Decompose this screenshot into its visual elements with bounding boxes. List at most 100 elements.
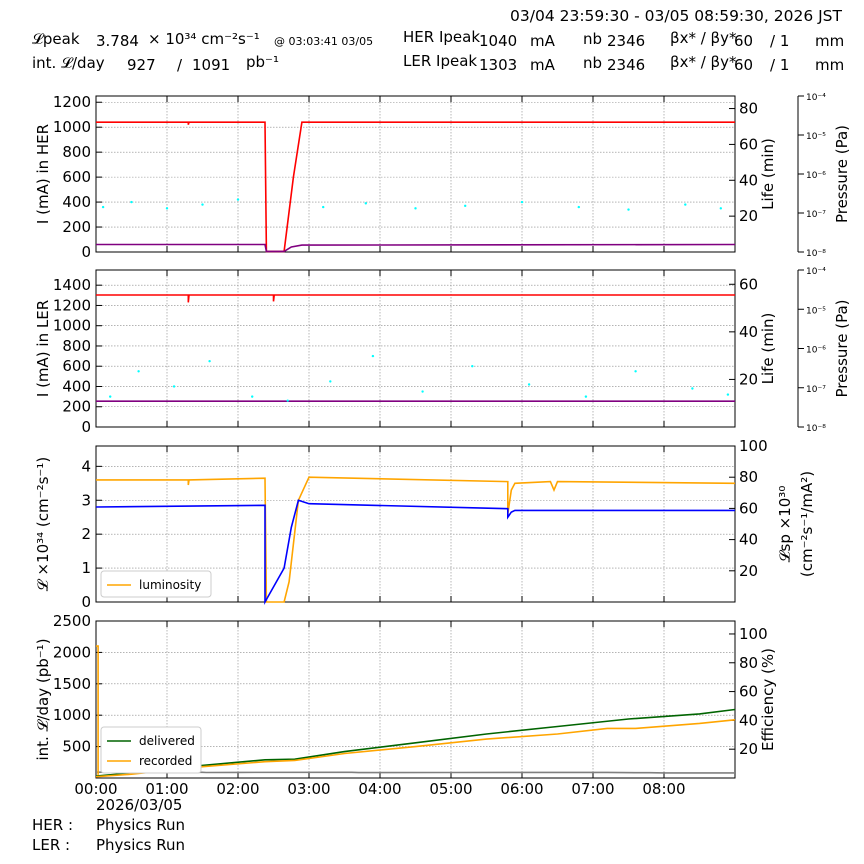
y-tick-label: 2000 <box>53 643 91 661</box>
y-tick-label: 400 <box>62 377 91 395</box>
ler-unit: mA <box>530 56 555 74</box>
y2-tick-label: 60 <box>739 499 758 517</box>
scatter-point <box>684 203 687 206</box>
y-tick-label: 1200 <box>53 296 91 314</box>
y3-tick-label: 10⁻⁶ <box>806 346 826 356</box>
x-tick-label: 08:00 <box>642 780 685 798</box>
panel-frame <box>95 269 736 428</box>
y3-axis-label: Pressure (Pa) <box>833 299 851 397</box>
y2-tick-label: 40 <box>739 711 758 729</box>
legend-label: recorded <box>139 754 192 768</box>
scatter-point <box>251 395 254 398</box>
scatter-point <box>109 395 112 398</box>
her-beta-x: 60 <box>734 32 754 50</box>
y-tick-label: 1400 <box>53 276 91 294</box>
footer-ler-label: LER : <box>32 836 71 854</box>
footer-date: 2026/03/05 <box>96 796 183 814</box>
y-tick-label: 4 <box>81 457 91 475</box>
intl-label: int. 𝓛/day <box>32 54 105 72</box>
her-unit: mA <box>530 32 555 50</box>
ler-beta-y: / 1 <box>770 56 790 74</box>
y2-axis-label: Life (min) <box>759 138 777 210</box>
y-tick-label: 0 <box>81 418 91 436</box>
footer-ler-status: Physics Run <box>96 836 186 854</box>
scatter-point <box>130 200 133 204</box>
scatter-point <box>165 207 169 210</box>
ler-nb-label: nb <box>583 54 603 72</box>
y3-tick-label: 10⁻⁷ <box>806 210 826 220</box>
scatter-point <box>414 207 417 210</box>
y-tick-label: 1000 <box>53 118 91 136</box>
lpeak-time: @ 03:03:41 03/05 <box>274 35 374 48</box>
time-range: 03/04 23:59:30 - 03/05 08:59:30, 2026 JS… <box>510 7 842 25</box>
y-tick-label: 0 <box>81 243 91 261</box>
scatter-point <box>329 380 332 383</box>
scatter-point <box>520 200 524 204</box>
intl-value: 927 <box>127 56 156 74</box>
y2-tick-label: 20 <box>739 562 758 580</box>
scatter-point <box>634 370 637 373</box>
scatter-point <box>101 205 105 209</box>
y-tick-label: 1500 <box>53 675 91 693</box>
scatter-point <box>577 205 580 209</box>
scatter-point <box>527 383 531 386</box>
intl-total: 1091 <box>192 56 231 74</box>
scatter-point <box>236 198 240 201</box>
x-tick-label: 06:00 <box>500 780 543 798</box>
y2-axis-label: 𝓛sp ×10³⁰ <box>776 486 794 563</box>
y3-tick-label: 10⁻⁸ <box>806 249 826 259</box>
lpeak-label: 𝓛peak <box>32 30 80 48</box>
scatter-point <box>726 393 730 396</box>
her-beta-unit: mm <box>815 32 845 50</box>
series-line <box>96 294 735 303</box>
y-tick-label: 200 <box>62 398 91 416</box>
legend-box <box>100 570 212 598</box>
y-tick-label: 1 <box>81 559 91 577</box>
y-axis-label: 𝓛 ×10³⁴ (cm⁻²s⁻¹) <box>34 457 52 591</box>
y-tick-label: 800 <box>62 337 91 355</box>
x-tick-label: 01:00 <box>145 780 188 798</box>
y3-tick-label: 10⁻⁴ <box>806 93 826 103</box>
y-tick-label: 1000 <box>53 317 91 335</box>
y3-tick-label: 10⁻⁴ <box>806 267 826 277</box>
y-tick-label: 500 <box>62 738 91 756</box>
x-tick-label: 02:00 <box>216 780 259 798</box>
series-line <box>96 476 736 603</box>
y2-tick-label: 100 <box>739 437 768 455</box>
ler-label: LER Ipeak <box>403 52 478 70</box>
scatter-point <box>364 202 367 205</box>
series-line <box>96 121 735 253</box>
scatter-point <box>627 208 630 211</box>
y-tick-label: 2500 <box>53 612 91 630</box>
her-nb: 2346 <box>607 32 646 50</box>
x-tick-label: 05:00 <box>429 780 472 798</box>
y-tick-label: 3 <box>81 491 91 509</box>
y2-tick-label: 20 <box>739 740 758 758</box>
y3-tick-label: 10⁻⁷ <box>806 385 826 395</box>
series-line <box>95 499 735 606</box>
legend-label: luminosity <box>139 578 201 592</box>
scatter-point <box>464 204 467 208</box>
scatter-point <box>208 359 211 363</box>
panel-frame <box>95 95 736 253</box>
scatter-point <box>286 399 289 402</box>
lpeak-unit: × 10³⁴ cm⁻²s⁻¹ <box>148 30 260 48</box>
y-axis-label: I (mA) in HER <box>34 124 52 224</box>
y2-tick-label: 100 <box>739 625 768 643</box>
y-tick-label: 800 <box>62 143 91 161</box>
y2-tick-label: 60 <box>739 275 758 293</box>
lpeak-value: 3.784 <box>96 32 139 50</box>
panel-frame <box>95 620 736 779</box>
ler-value: 1303 <box>479 56 518 74</box>
y2-axis-label: Efficiency (%) <box>759 648 777 751</box>
y2-tick-label: 40 <box>739 323 758 341</box>
x-tick-label: 03:00 <box>287 780 330 798</box>
scatter-point <box>719 207 722 210</box>
y3-tick-label: 10⁻⁵ <box>806 306 826 316</box>
y-tick-label: 2 <box>81 525 91 543</box>
y2-tick-label: 80 <box>739 100 758 118</box>
y2-axis-label: Life (min) <box>759 313 777 385</box>
y2-tick-label: 60 <box>739 683 758 701</box>
footer-her-status: Physics Run <box>96 816 186 834</box>
